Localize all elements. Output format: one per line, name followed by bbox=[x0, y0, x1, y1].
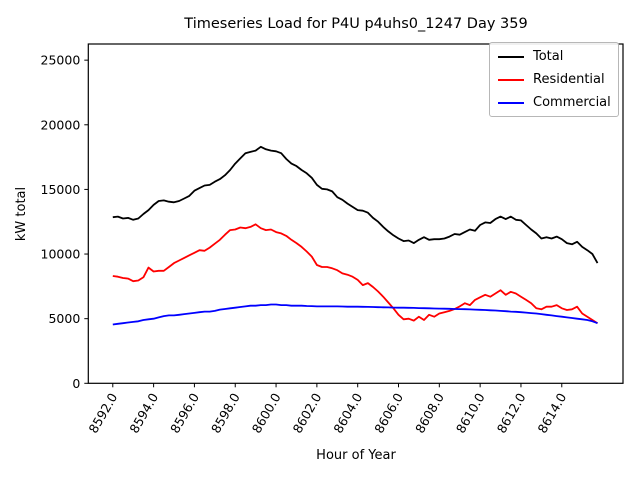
svg-text:8604.0: 8604.0 bbox=[330, 390, 365, 435]
svg-text:8608.0: 8608.0 bbox=[412, 390, 447, 435]
legend-label-total: Total bbox=[533, 49, 564, 64]
legend-label-commercial: Commercial bbox=[533, 95, 611, 110]
legend-item-commercial: Commercial bbox=[498, 95, 611, 110]
commercial-line-swatch bbox=[498, 101, 524, 104]
svg-text:8602.0: 8602.0 bbox=[290, 390, 325, 435]
legend: Total Residential Commercial bbox=[489, 42, 619, 117]
y-axis-label: kW total bbox=[14, 187, 29, 241]
svg-text:0: 0 bbox=[72, 376, 80, 391]
svg-text:8606.0: 8606.0 bbox=[371, 390, 406, 435]
x-axis-label: Hour of Year bbox=[316, 448, 396, 463]
svg-text:10000: 10000 bbox=[41, 247, 81, 262]
svg-text:15000: 15000 bbox=[41, 182, 81, 197]
svg-text:8600.0: 8600.0 bbox=[249, 390, 284, 435]
chart-title: Timeseries Load for P4U p4uhs0_1247 Day … bbox=[183, 16, 527, 32]
legend-label-residential: Residential bbox=[533, 72, 605, 87]
svg-text:20000: 20000 bbox=[41, 117, 81, 132]
total-line-swatch bbox=[498, 55, 524, 58]
svg-text:8610.0: 8610.0 bbox=[453, 390, 488, 435]
svg-text:8596.0: 8596.0 bbox=[167, 390, 202, 435]
svg-text:25000: 25000 bbox=[41, 53, 81, 68]
residential-line-swatch bbox=[498, 78, 524, 81]
legend-item-residential: Residential bbox=[498, 72, 610, 87]
svg-text:8612.0: 8612.0 bbox=[494, 390, 529, 435]
svg-text:8598.0: 8598.0 bbox=[208, 390, 243, 435]
svg-text:8594.0: 8594.0 bbox=[126, 390, 161, 435]
svg-text:8614.0: 8614.0 bbox=[535, 390, 570, 435]
legend-item-total: Total bbox=[498, 49, 610, 64]
svg-text:8592.0: 8592.0 bbox=[86, 390, 121, 435]
svg-text:5000: 5000 bbox=[48, 311, 80, 326]
